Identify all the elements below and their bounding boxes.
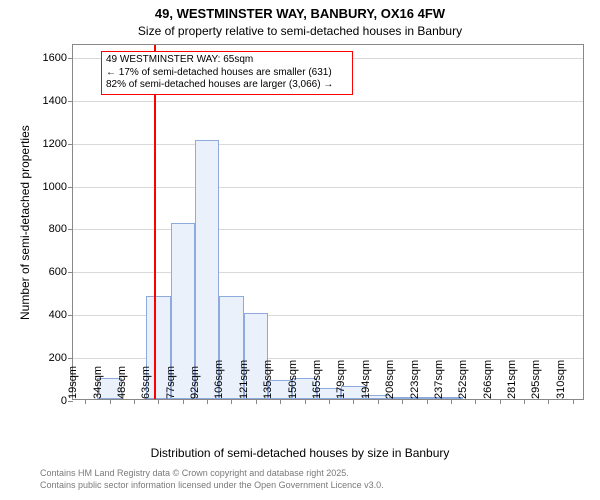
chart-container: 49, WESTMINSTER WAY, BANBURY, OX16 4FW S… bbox=[0, 0, 600, 500]
x-tick-mark bbox=[402, 399, 403, 404]
x-tick-mark bbox=[207, 399, 208, 404]
x-tick-mark bbox=[134, 399, 135, 404]
x-tick-label: 135sqm bbox=[262, 360, 274, 405]
x-tick-mark bbox=[475, 399, 476, 404]
x-tick-label: 121sqm bbox=[238, 360, 250, 405]
x-tick-mark bbox=[280, 399, 281, 404]
x-tick-mark bbox=[85, 399, 86, 404]
x-tick-mark bbox=[329, 399, 330, 404]
x-tick-label: 310sqm bbox=[555, 360, 567, 405]
x-tick-label: 165sqm bbox=[311, 360, 323, 405]
x-tick-label: 19sqm bbox=[67, 366, 79, 405]
x-tick-label: 252sqm bbox=[457, 360, 469, 405]
y-tick-label: 1600 bbox=[43, 52, 73, 64]
x-tick-mark bbox=[110, 399, 111, 404]
x-tick-label: 63sqm bbox=[140, 366, 152, 405]
annotation-box: 49 WESTMINSTER WAY: 65sqm ← 17% of semi-… bbox=[101, 51, 353, 95]
gridline bbox=[73, 187, 583, 188]
x-tick-mark bbox=[353, 399, 354, 404]
gridline bbox=[73, 229, 583, 230]
attribution-footer: Contains HM Land Registry data © Crown c… bbox=[40, 468, 384, 491]
x-tick-label: 92sqm bbox=[189, 366, 201, 405]
x-tick-label: 77sqm bbox=[165, 366, 177, 405]
y-tick-label: 600 bbox=[49, 266, 73, 278]
x-tick-mark bbox=[305, 399, 306, 404]
plot-area: 49 WESTMINSTER WAY: 65sqm ← 17% of semi-… bbox=[72, 44, 584, 400]
x-tick-mark bbox=[573, 399, 574, 404]
x-tick-mark bbox=[451, 399, 452, 404]
annotation-line-1: 49 WESTMINSTER WAY: 65sqm bbox=[106, 54, 348, 67]
y-tick-label: 1000 bbox=[43, 181, 73, 193]
x-tick-mark bbox=[548, 399, 549, 404]
x-tick-label: 281sqm bbox=[506, 360, 518, 405]
y-tick-label: 1400 bbox=[43, 95, 73, 107]
x-tick-mark bbox=[183, 399, 184, 404]
y-tick-label: 1200 bbox=[43, 138, 73, 150]
x-tick-mark bbox=[378, 399, 379, 404]
x-tick-label: 150sqm bbox=[287, 360, 299, 405]
x-tick-label: 237sqm bbox=[433, 360, 445, 405]
x-tick-label: 208sqm bbox=[384, 360, 396, 405]
x-axis-label: Distribution of semi-detached houses by … bbox=[0, 446, 600, 460]
x-tick-mark bbox=[256, 399, 257, 404]
x-tick-label: 223sqm bbox=[409, 360, 421, 405]
footer-line-1: Contains HM Land Registry data © Crown c… bbox=[40, 468, 384, 480]
chart-title-line2: Size of property relative to semi-detach… bbox=[0, 24, 600, 38]
x-tick-mark bbox=[158, 399, 159, 404]
x-tick-label: 179sqm bbox=[335, 360, 347, 405]
x-tick-label: 34sqm bbox=[92, 366, 104, 405]
gridline bbox=[73, 144, 583, 145]
annotation-line-3: 82% of semi-detached houses are larger (… bbox=[106, 79, 348, 92]
y-tick-label: 400 bbox=[49, 309, 73, 321]
x-tick-mark bbox=[500, 399, 501, 404]
y-tick-label: 200 bbox=[49, 352, 73, 364]
x-tick-label: 295sqm bbox=[530, 360, 542, 405]
x-tick-label: 194sqm bbox=[360, 360, 372, 405]
x-tick-label: 106sqm bbox=[213, 360, 225, 405]
footer-line-2: Contains public sector information licen… bbox=[40, 480, 384, 492]
chart-title-line1: 49, WESTMINSTER WAY, BANBURY, OX16 4FW bbox=[0, 6, 600, 21]
y-axis-label: Number of semi-detached properties bbox=[18, 125, 32, 320]
gridline bbox=[73, 101, 583, 102]
x-tick-mark bbox=[427, 399, 428, 404]
y-tick-label: 800 bbox=[49, 223, 73, 235]
annotation-line-2: ← 17% of semi-detached houses are smalle… bbox=[106, 67, 348, 80]
x-tick-mark bbox=[231, 399, 232, 404]
subject-property-marker bbox=[154, 45, 156, 399]
gridline bbox=[73, 272, 583, 273]
x-tick-label: 48sqm bbox=[116, 366, 128, 405]
x-tick-mark bbox=[524, 399, 525, 404]
x-tick-label: 266sqm bbox=[482, 360, 494, 405]
